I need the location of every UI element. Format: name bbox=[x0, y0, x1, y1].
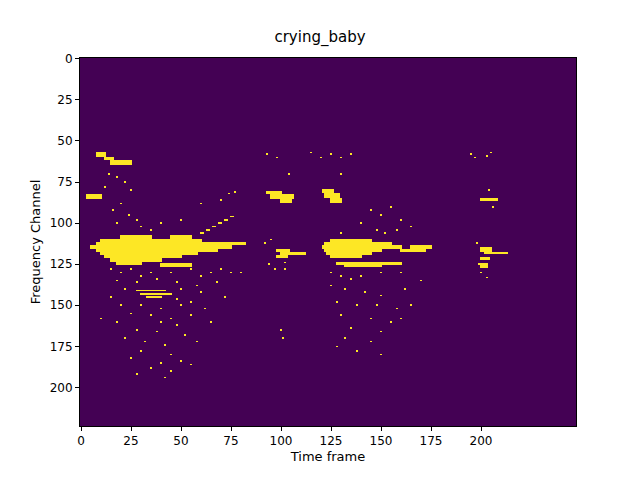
svg-text:75: 75 bbox=[223, 434, 238, 448]
svg-text:200: 200 bbox=[50, 381, 73, 395]
svg-text:150: 150 bbox=[50, 298, 73, 312]
svg-text:200: 200 bbox=[470, 434, 493, 448]
svg-text:25: 25 bbox=[57, 93, 72, 107]
svg-text:Time frame: Time frame bbox=[290, 449, 366, 464]
svg-text:150: 150 bbox=[370, 434, 393, 448]
svg-text:25: 25 bbox=[123, 434, 138, 448]
svg-text:0: 0 bbox=[65, 52, 73, 66]
svg-text:175: 175 bbox=[420, 434, 443, 448]
svg-text:175: 175 bbox=[50, 340, 73, 354]
svg-text:crying_baby: crying_baby bbox=[274, 28, 365, 47]
svg-text:50: 50 bbox=[57, 134, 72, 148]
svg-text:125: 125 bbox=[50, 257, 73, 271]
svg-text:75: 75 bbox=[57, 175, 72, 189]
svg-text:Frequency Channel: Frequency Channel bbox=[28, 180, 43, 305]
svg-text:100: 100 bbox=[50, 216, 73, 230]
svg-text:100: 100 bbox=[270, 434, 293, 448]
svg-text:50: 50 bbox=[173, 434, 188, 448]
svg-text:0: 0 bbox=[77, 434, 85, 448]
svg-text:125: 125 bbox=[320, 434, 343, 448]
